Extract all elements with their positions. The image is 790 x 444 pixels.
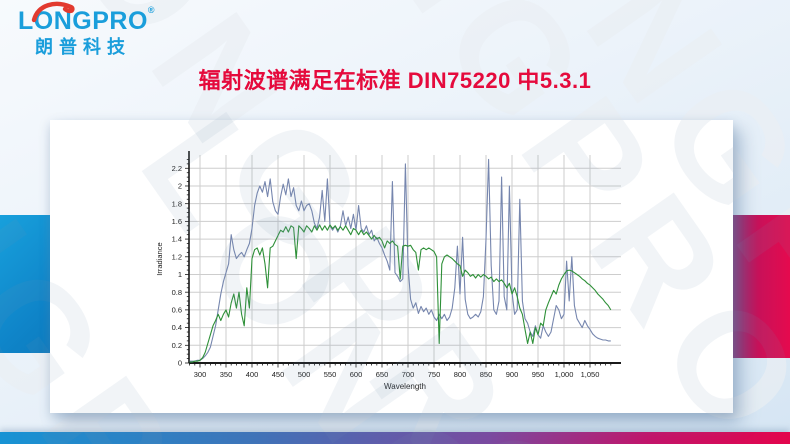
y-tick-label: 0.6: [172, 305, 182, 314]
y-tick-label: 2: [178, 182, 182, 191]
x-tick-label: 400: [246, 370, 259, 379]
bottom-gradient-bar: [0, 432, 790, 444]
x-tick-label: 950: [532, 370, 545, 379]
y-tick-label: 0: [178, 359, 182, 368]
y-tick-label: 0.4: [172, 323, 182, 332]
series-reference-spectrum-green: [189, 224, 612, 363]
x-tick-label: 900: [506, 370, 519, 379]
registered-mark: ®: [147, 5, 156, 15]
x-tick-label: 550: [324, 370, 337, 379]
logo-brand-row: LONGPRO®: [18, 1, 156, 36]
chart-panel: 300 350 400 450 500 550 600 650 700 750 800 850 900 9…: [50, 120, 733, 413]
x-tick-label: 800: [454, 370, 467, 379]
x-tick-label: 500: [298, 370, 311, 379]
logo: LONGPRO® 朗普科技: [18, 1, 156, 57]
logo-subtitle: 朗普科技: [35, 36, 131, 57]
y-tick-label: 0.2: [172, 341, 182, 350]
y-tick-label: 1.6: [172, 217, 182, 226]
x-tick-label: 300: [194, 370, 207, 379]
x-tick-label: 650: [376, 370, 389, 379]
x-tick-label: 1,000: [555, 370, 574, 379]
x-tick-label: 1,050: [581, 370, 600, 379]
page-title: 辐射波谱满足在标准 DIN75220 中5.3.1: [198, 68, 592, 93]
y-tick-label: 1.8: [172, 199, 182, 208]
y-tick-label: 1.2: [172, 252, 182, 261]
x-tick-label: 700: [402, 370, 415, 379]
x-tick-label: 850: [480, 370, 493, 379]
y-tick-label: 0.8: [172, 288, 182, 297]
y-tick-label: 1: [178, 270, 182, 279]
y-tick-label: 1.4: [172, 235, 182, 244]
x-tick-label: 600: [350, 370, 363, 379]
right-accent-block: [733, 215, 790, 358]
logo-swoosh-icon: [31, 1, 75, 23]
spectrum-chart: 300 350 400 450 500 550 600 650 700 750 800 850 900 9…: [155, 151, 621, 391]
y-tick-label: 2.2: [172, 164, 182, 173]
x-tick-label: 450: [272, 370, 285, 379]
left-accent-block: [0, 215, 50, 353]
y-axis-title: Irradiance: [155, 242, 164, 275]
series-lamp-spectrum-blue: [189, 158, 611, 362]
x-axis-title: Wavelength: [384, 382, 426, 391]
x-tick-label: 750: [428, 370, 441, 379]
x-tick-label: 350: [220, 370, 233, 379]
